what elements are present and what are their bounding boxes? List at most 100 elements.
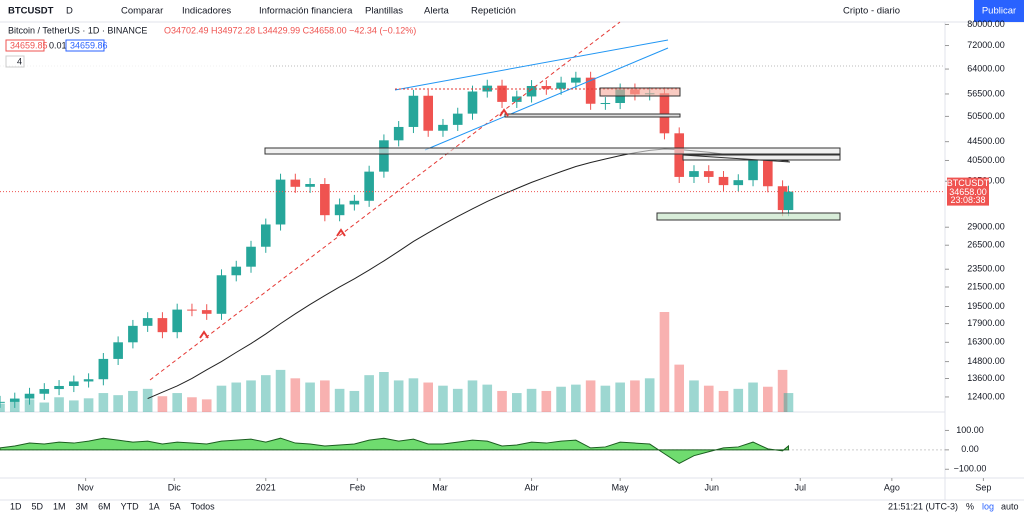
candle-body (659, 93, 670, 134)
candle-body (393, 126, 404, 141)
volume-bar (615, 382, 625, 412)
indicators-button[interactable]: Indicadores (182, 6, 231, 17)
arrow (499, 108, 509, 117)
channel-line (394, 39, 669, 91)
y-tick-label: 80000.00 (967, 19, 1005, 29)
interval[interactable]: D (66, 6, 73, 17)
x-tick-label: 2021 (256, 482, 276, 492)
x-tick-label: Jun (704, 482, 719, 492)
candle-body (69, 381, 79, 386)
volume-bar (689, 380, 699, 412)
volume-bar (24, 399, 35, 412)
layout-name[interactable]: Cripto - diario (843, 6, 900, 17)
volume-bar (644, 378, 655, 412)
volume-bar (246, 380, 256, 412)
y-tick-label: 50500.00 (967, 111, 1005, 121)
candle-body (733, 180, 744, 186)
volume-bar (157, 396, 168, 412)
candle-body (216, 275, 227, 314)
chart-marks (0, 71, 945, 465)
candle-body (600, 103, 611, 105)
alert-button[interactable]: Alerta (424, 6, 450, 17)
range-button[interactable]: 1A (149, 501, 160, 511)
range-button[interactable]: 6M (98, 501, 111, 511)
candle-body (187, 309, 197, 311)
range-button[interactable]: YTD (121, 501, 140, 511)
range-button[interactable]: 1M (53, 501, 66, 511)
volume-bar (54, 397, 64, 412)
moving-average (147, 148, 789, 400)
volume-bar (777, 369, 788, 412)
candle-body (24, 393, 35, 399)
candle-body (275, 179, 286, 225)
x-tick-label: Mar (432, 482, 448, 492)
compare-button[interactable]: Comparar (121, 6, 163, 17)
x-tick-label: Dic (168, 482, 181, 492)
volume-bar (39, 402, 50, 412)
candle-body (320, 184, 330, 216)
volume-bar (275, 369, 286, 412)
volume-bar (98, 393, 109, 412)
y-tick-label: 23500.00 (967, 264, 1005, 274)
y-tick-label: 44500.00 (967, 136, 1005, 146)
volume-bar (438, 385, 448, 412)
indicator-toggle[interactable] (5, 55, 25, 68)
last-price-tag (947, 177, 989, 206)
candle-body (246, 246, 256, 267)
range-button[interactable]: 1D (10, 501, 22, 511)
volume-bar (703, 385, 714, 412)
candle-body (128, 325, 138, 343)
y-tick-label: 56500.00 (967, 88, 1005, 98)
volume-bar (482, 384, 493, 412)
range-button[interactable]: 5A (170, 501, 181, 511)
range-button[interactable]: Todos (191, 501, 216, 511)
replay-button[interactable]: Repetición (471, 6, 516, 17)
ask-box[interactable] (65, 39, 105, 52)
volume-bar (630, 380, 640, 412)
volume-bar (585, 380, 596, 412)
last-price-symbol: BTCUSDT (947, 178, 990, 188)
bottom-bar: 1D 5D 1M 3M 6M YTD 1A 5A Todos (10, 501, 215, 511)
volume-bar (783, 393, 794, 412)
y-tick-label: 17900.00 (967, 318, 1005, 328)
volume-bar (142, 388, 153, 412)
arrow (199, 330, 209, 339)
volume-bar (83, 398, 94, 412)
candle-body (763, 160, 773, 187)
zone (599, 87, 681, 97)
candle-body (83, 379, 94, 382)
y-tick-label: 12400.00 (967, 391, 1005, 401)
auto-toggle[interactable]: auto (1001, 501, 1019, 511)
volume-bar (467, 380, 478, 412)
candle-body (526, 85, 537, 97)
volume-bar (305, 382, 315, 412)
templates-button[interactable]: Plantillas (365, 6, 403, 17)
percent-toggle[interactable]: % (966, 501, 974, 511)
volume-bar (674, 364, 685, 412)
y-tick-label: 13600.00 (967, 373, 1005, 383)
range-button[interactable]: 3M (76, 501, 89, 511)
volume-bar (379, 372, 389, 412)
osc-tick-label: 0.00 (961, 444, 979, 454)
candle-body (452, 113, 463, 125)
publish-button[interactable] (974, 0, 1024, 22)
log-toggle[interactable]: log (982, 501, 994, 511)
range-button[interactable]: 5D (32, 501, 44, 511)
bid-box[interactable] (5, 39, 45, 52)
bid: 34659.85 (10, 40, 48, 50)
arrow (336, 228, 346, 237)
legend-title: Bitcoin / TetherUS · 1D · BINANCE (8, 25, 147, 35)
spread: 0.01 (49, 40, 67, 50)
publish-label[interactable]: Publicar (982, 6, 1016, 17)
osc-tick-label: −100.00 (954, 464, 987, 474)
zone (504, 113, 681, 118)
volume-bar (128, 390, 138, 412)
legend-ohlc: O34702.49 H34972.28 L34429.99 C34658.00 … (164, 25, 416, 35)
symbol[interactable]: BTCUSDT (8, 6, 54, 17)
candle-body (408, 95, 419, 127)
zone (682, 154, 841, 161)
volume-bar (393, 380, 404, 412)
volume-bar (748, 382, 758, 412)
financials-button[interactable]: Información financiera (259, 6, 353, 17)
volume-bar (334, 388, 345, 412)
